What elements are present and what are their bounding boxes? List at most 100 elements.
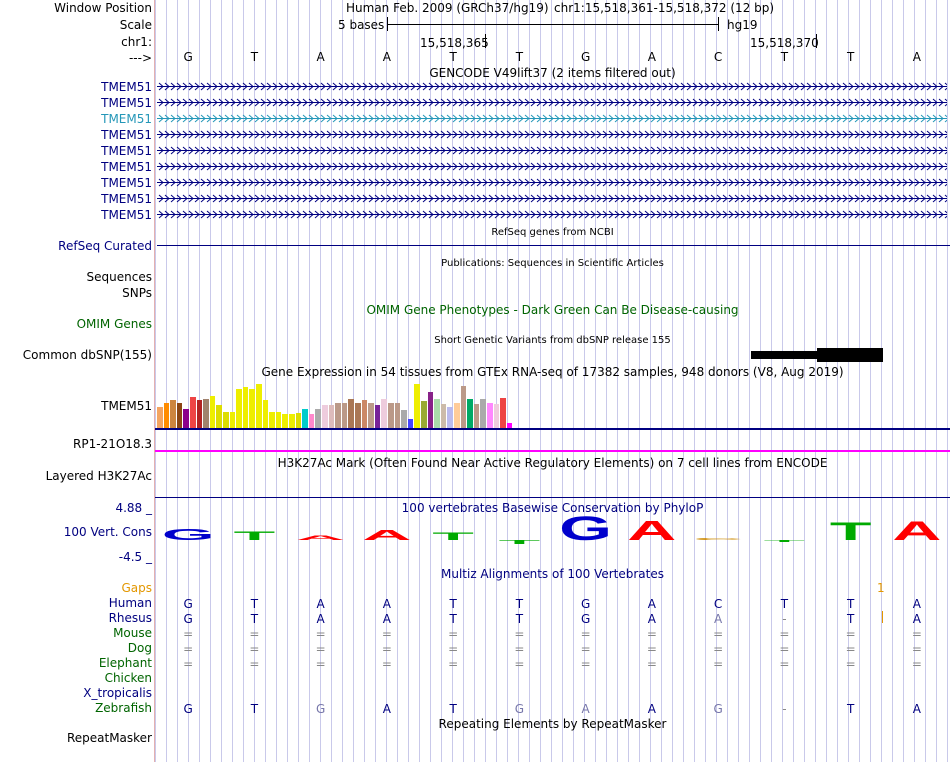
gtex-tissue-bar[interactable] [302, 409, 308, 428]
gencode-transcript[interactable] [157, 162, 947, 171]
gtex-tissue-bar[interactable] [282, 414, 288, 428]
gtex-tissue-bar[interactable] [427, 392, 434, 428]
gtex-tissue-bar[interactable] [473, 404, 480, 428]
gtex-tissue-bar[interactable] [196, 400, 203, 428]
gencode-transcript[interactable] [157, 178, 947, 187]
species-label-elephant[interactable]: Elephant [98, 656, 152, 670]
gtex-tissue-bar[interactable] [368, 403, 374, 428]
gtex-tissue-bar[interactable] [434, 399, 440, 428]
gtex-tissue-bar[interactable] [500, 398, 506, 428]
snp-feature-thin[interactable] [751, 351, 817, 359]
refseq-title[interactable]: RefSeq genes from NCBI [491, 227, 614, 238]
gtex-tissue-bar[interactable] [269, 412, 275, 428]
gtex-tissue-bar[interactable] [315, 409, 321, 428]
omim-label[interactable]: OMIM Genes [76, 317, 152, 331]
gtex-tissue-bar[interactable] [216, 405, 222, 428]
gtex-tissue-bar[interactable] [487, 403, 493, 428]
gtex-tissue-bar[interactable] [460, 386, 467, 428]
gtex-tissue-bar[interactable] [480, 399, 486, 428]
gtex-tissue-bar[interactable] [236, 389, 242, 428]
gene-label-tmem51[interactable]: TMEM51 [101, 128, 152, 142]
refseq-label[interactable]: RefSeq Curated [58, 239, 152, 253]
gaps-label[interactable]: Gaps [121, 581, 152, 595]
gtex-tissue-bar[interactable] [421, 401, 427, 428]
gencode-transcript[interactable] [157, 194, 947, 203]
species-label-rhesus[interactable]: Rhesus [108, 611, 152, 625]
gtex-tissue-bar[interactable] [157, 407, 163, 428]
common-dbsnp-label[interactable]: Common dbSNP(155) [22, 348, 152, 362]
gtex-tissue-bar[interactable] [190, 397, 196, 428]
gtex-tissue-bar[interactable] [467, 399, 473, 428]
gtex-tissue-bar[interactable] [335, 403, 341, 428]
gencode-transcript[interactable] [157, 114, 947, 123]
publications-title[interactable]: Publications: Sequences in Scientific Ar… [441, 258, 664, 269]
gtex-tissue-bar[interactable] [506, 423, 513, 428]
gtex-tissue-bar[interactable] [361, 400, 368, 428]
species-label-xtropicalis[interactable]: X_tropicalis [83, 686, 152, 700]
phylop-title[interactable]: 100 vertebrates Basewise Conservation by… [401, 501, 704, 515]
gtex-tissue-bar[interactable] [223, 412, 229, 428]
gtex-tissue-bar[interactable] [394, 403, 401, 428]
gtex-tissue-bar[interactable] [242, 387, 249, 428]
gencode-transcript[interactable] [157, 82, 947, 91]
species-label-human[interactable]: Human [108, 596, 152, 610]
omim-title[interactable]: OMIM Gene Phenotypes - Dark Green Can Be… [366, 303, 739, 317]
layered-h3k27ac-label[interactable]: Layered H3K27Ac [45, 469, 152, 483]
gtex-tissue-bar[interactable] [493, 404, 500, 428]
gtex-tissue-bar[interactable] [447, 407, 453, 428]
sequences-label[interactable]: Sequences [86, 270, 152, 284]
gtex-tissue-bar[interactable] [341, 403, 348, 428]
gtex-tissue-bar[interactable] [328, 405, 335, 428]
gtex-tissue-bar[interactable] [262, 400, 269, 428]
gtex-tissue-bar[interactable] [414, 384, 420, 428]
gtex-tissue-bar[interactable] [209, 396, 216, 428]
gene-label-tmem51[interactable]: TMEM51 [101, 160, 152, 174]
gencode-transcript[interactable] [157, 98, 947, 107]
gtex-tissue-bar[interactable] [256, 384, 262, 428]
gtex-tissue-bar[interactable] [381, 399, 387, 428]
gtex-tissue-bar[interactable] [176, 403, 183, 428]
gtex-tissue-bar[interactable] [183, 409, 189, 428]
multiz-title[interactable]: Multiz Alignments of 100 Vertebrates [440, 567, 665, 581]
gene-label-tmem51[interactable]: TMEM51 [101, 144, 152, 158]
refseq-gene-line[interactable] [157, 245, 950, 246]
gtex-tissue-bar[interactable] [388, 403, 394, 428]
gtex-tissue-bar[interactable] [170, 400, 176, 428]
rp1-gene-line[interactable] [155, 450, 950, 452]
gtex-tissue-bar[interactable] [203, 399, 209, 428]
gtex-tissue-bar[interactable] [454, 403, 460, 428]
gtex-tissue-bar[interactable] [295, 413, 302, 428]
gencode-transcript[interactable] [157, 130, 947, 139]
gtex-tissue-bar[interactable] [440, 404, 447, 428]
dbsnp-title[interactable]: Short Genetic Variants from dbSNP releas… [434, 335, 671, 346]
repeatmasker-label[interactable]: RepeatMasker [66, 731, 152, 745]
gtex-gene-label[interactable]: TMEM51 [101, 399, 152, 413]
gtex-tissue-bar[interactable] [407, 419, 414, 428]
gtex-tissue-bar[interactable] [163, 403, 170, 428]
gtex-tissue-bar[interactable] [229, 412, 236, 428]
cons-label[interactable]: 100 Vert. Cons [63, 525, 152, 539]
gene-label-tmem51[interactable]: TMEM51 [101, 176, 152, 190]
gencode-transcript[interactable] [157, 210, 947, 219]
repeatmasker-title[interactable]: Repeating Elements by RepeatMasker [438, 717, 667, 731]
snps-label[interactable]: SNPs [122, 286, 152, 300]
gtex-tissue-bar[interactable] [401, 410, 407, 428]
gencode-transcript[interactable] [157, 146, 947, 155]
gencode-title[interactable]: GENCODE V49lift37 (2 items filtered out) [429, 66, 676, 80]
h3k27ac-title[interactable]: H3K27Ac Mark (Often Found Near Active Re… [277, 456, 828, 470]
gtex-tissue-bar[interactable] [289, 414, 295, 428]
gtex-tissue-bar[interactable] [322, 405, 328, 428]
snp-feature-thick[interactable] [817, 348, 883, 362]
rp1-label[interactable]: RP1-21O18.3 [73, 437, 152, 451]
gene-label-tmem51[interactable]: TMEM51 [101, 96, 152, 110]
gtex-tissue-bar[interactable] [275, 412, 282, 428]
gene-label-tmem51[interactable]: TMEM51 [101, 112, 152, 126]
gtex-tissue-bar[interactable] [374, 405, 381, 428]
species-label-chicken[interactable]: Chicken [104, 671, 152, 685]
gene-label-tmem51[interactable]: TMEM51 [101, 80, 152, 94]
phylop-logo[interactable]: G T A A T T G A CT T A [155, 510, 950, 550]
species-label-mouse[interactable]: Mouse [113, 626, 152, 640]
species-label-zebrafish[interactable]: Zebrafish [95, 701, 152, 715]
gene-label-tmem51[interactable]: TMEM51 [101, 208, 152, 222]
gtex-title[interactable]: Gene Expression in 54 tissues from GTEx … [261, 365, 844, 379]
